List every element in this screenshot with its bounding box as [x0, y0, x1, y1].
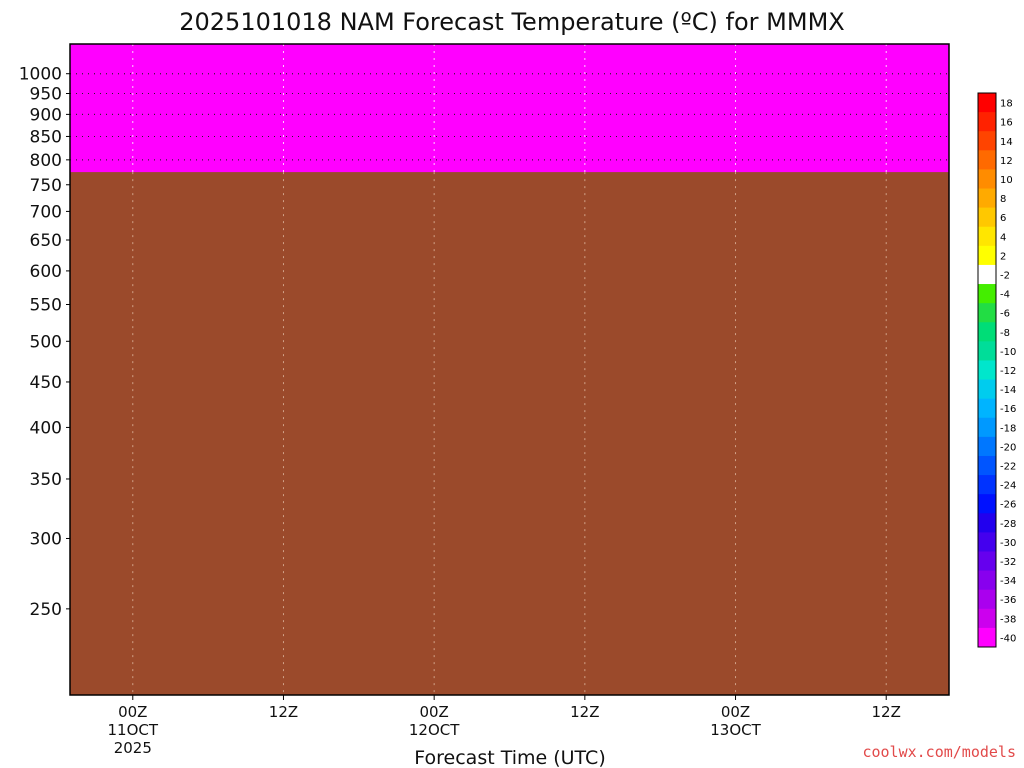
x-tick-label: 00Z	[721, 703, 750, 721]
y-tick-label: 950	[30, 85, 62, 105]
colorbar-swatch	[978, 245, 996, 266]
colorbar-swatch	[978, 169, 996, 190]
below-ground-mask	[70, 172, 949, 695]
colorbar-label: -2	[1000, 270, 1010, 281]
y-tick-label: 500	[30, 332, 62, 352]
colorbar-label: -22	[1000, 462, 1016, 473]
plot-frame	[69, 43, 950, 696]
colorbar-label: 18	[1000, 99, 1013, 110]
colorbar-label: 4	[1000, 232, 1006, 243]
colorbar-label: 6	[1000, 213, 1006, 224]
colorbar-swatch	[978, 360, 996, 381]
colorbar-swatch	[978, 589, 996, 610]
colorbar-label: 2	[1000, 251, 1006, 262]
colorbar-swatch	[978, 475, 996, 495]
x-tick-day: 11OCT	[108, 721, 159, 739]
x-tick-label: 00Z	[118, 703, 147, 721]
colorbar-swatch	[978, 93, 996, 113]
colorbar-swatch	[978, 398, 996, 419]
colorbar-swatch	[978, 494, 996, 514]
colorbar-label: 14	[1000, 137, 1013, 148]
y-tick-label: 250	[30, 600, 62, 620]
colorbar-label: -38	[1000, 614, 1016, 625]
colorbar-label: -18	[1000, 423, 1016, 434]
y-axis: 2503003504004505005506006507007508008509…	[19, 65, 70, 620]
y-tick-label: 750	[30, 176, 62, 196]
plot-area: -50-50-50-46-46-46-42-42-42-38-38-38-34-…	[70, 44, 949, 695]
y-tick-label: 450	[30, 373, 62, 393]
x-tick-label: 12Z	[570, 703, 599, 721]
colorbar-swatch	[978, 551, 996, 572]
colorbar-swatch	[978, 264, 996, 285]
x-tick-label: 12Z	[269, 703, 298, 721]
colorbar-label: 12	[1000, 156, 1013, 167]
colorbar-label: -16	[1000, 404, 1016, 415]
colorbar-swatch	[978, 188, 996, 209]
y-tick-label: 600	[30, 262, 62, 282]
colorbar-swatch	[978, 513, 996, 533]
x-tick-label: 00Z	[419, 703, 448, 721]
colorbar-label: -10	[1000, 347, 1016, 358]
y-tick-label: 1000	[19, 65, 62, 85]
x-tick-day: 12OCT	[409, 721, 460, 739]
colorbar-label: -34	[1000, 576, 1016, 587]
x-axis-label: Forecast Time (UTC)	[414, 747, 605, 768]
colorbar-swatch	[978, 284, 996, 304]
colorbar-swatch	[978, 532, 996, 552]
y-tick-label: 550	[30, 295, 62, 315]
x-tick-year: 2025	[114, 739, 152, 757]
colorbar-label: -40	[1000, 633, 1016, 644]
colorbar-swatch	[978, 303, 996, 323]
y-tick-label: 650	[30, 231, 62, 251]
x-tick-label: 12Z	[872, 703, 901, 721]
colorbar-label: -26	[1000, 500, 1016, 511]
colorbar-label: -12	[1000, 366, 1016, 377]
colorbar-swatch	[978, 112, 996, 132]
y-tick-label: 300	[30, 529, 62, 549]
y-tick-label: 400	[30, 418, 62, 438]
colorbar-label: 16	[1000, 118, 1013, 129]
colorbar-swatch	[978, 417, 996, 438]
colorbar-label: -30	[1000, 538, 1016, 549]
colorbar-label: -28	[1000, 519, 1016, 530]
colorbar-label: 10	[1000, 175, 1013, 186]
colorbar-swatch	[978, 627, 996, 648]
colorbar: 18 16 14 12 10 8 6 4 2 -2 -4 -6 -8 -10 -12 -14 -16 -18 -20…	[977, 92, 1016, 648]
colorbar-swatch	[978, 379, 996, 400]
colorbar-label: -14	[1000, 385, 1016, 396]
colorbar-label: -4	[1000, 290, 1010, 301]
chart-title: 2025101018 NAM Forecast Temperature (ºC)…	[179, 8, 844, 36]
credit-text: coolwx.com/models	[862, 743, 1016, 761]
colorbar-frame	[977, 92, 997, 648]
colorbar-swatch	[978, 150, 996, 170]
colorbar-swatch	[978, 570, 996, 591]
colorbar-label: -36	[1000, 595, 1016, 606]
colorbar-swatch	[978, 131, 996, 151]
colorbar-label: -6	[1000, 309, 1010, 320]
colorbar-swatch	[978, 455, 996, 476]
x-tick-day: 13OCT	[710, 721, 761, 739]
colorbar-label: -8	[1000, 328, 1010, 339]
colorbar-swatch	[978, 608, 996, 629]
colorbar-swatch	[978, 322, 996, 342]
y-tick-label: 700	[30, 202, 62, 222]
colorbar-swatch	[978, 341, 996, 361]
colorbar-label: -20	[1000, 442, 1016, 453]
colorbar-swatch	[978, 436, 996, 457]
y-tick-label: 800	[30, 151, 62, 171]
colorbar-label: -24	[1000, 481, 1016, 492]
colorbar-label: 8	[1000, 194, 1006, 205]
colorbar-swatch	[978, 226, 996, 247]
colorbar-label: -32	[1000, 557, 1016, 568]
y-tick-label: 850	[30, 127, 62, 147]
y-tick-label: 900	[30, 105, 62, 125]
y-tick-label: 350	[30, 470, 62, 490]
colorbar-swatch	[978, 207, 996, 228]
